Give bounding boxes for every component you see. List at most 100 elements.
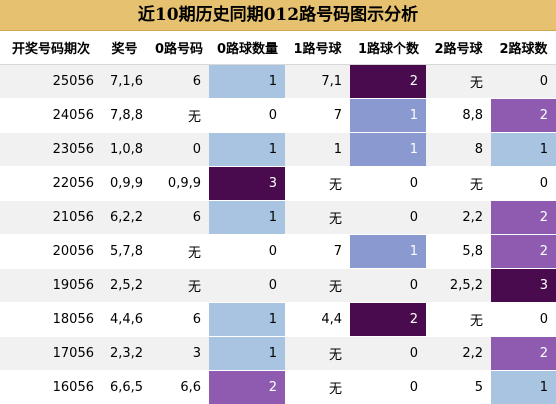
cell-issue: 24056 — [0, 99, 102, 133]
cell-road2-numbers: 8 — [426, 133, 491, 167]
cell-issue: 19056 — [0, 269, 102, 303]
table-header-row: 开奖号码期次 奖号 0路号码 0路球数量 1路号球 1路球个数 2路号球 2路球… — [0, 31, 556, 65]
cell-road1-numbers: 无 — [285, 201, 350, 235]
table-row: 19056 2,5,2 无 0 无 0 2,5,2 3 — [0, 269, 556, 303]
table-row: 23056 1,0,8 0 1 1 1 8 1 — [0, 133, 556, 167]
cell-road2-count: 1 — [491, 133, 556, 167]
cell-road1-numbers: 无 — [285, 371, 350, 404]
cell-road0-numbers: 无 — [147, 99, 209, 133]
cell-road0-count: 0 — [209, 269, 285, 303]
cell-prize: 1,0,8 — [102, 133, 147, 167]
cell-road2-numbers: 2,2 — [426, 337, 491, 371]
cell-prize: 4,4,6 — [102, 303, 147, 337]
cell-issue: 21056 — [0, 201, 102, 235]
cell-road1-count: 1 — [350, 133, 426, 167]
cell-road0-count: 1 — [209, 337, 285, 371]
cell-road0-count: 1 — [209, 303, 285, 337]
header-road2-numbers: 2路号球 — [426, 31, 491, 65]
cell-road0-count: 1 — [209, 133, 285, 167]
cell-issue: 17056 — [0, 337, 102, 371]
cell-road1-numbers: 4,4 — [285, 303, 350, 337]
cell-road0-numbers: 无 — [147, 235, 209, 269]
cell-road0-numbers: 3 — [147, 337, 209, 371]
cell-road1-count: 1 — [350, 99, 426, 133]
cell-prize: 6,6,5 — [102, 371, 147, 404]
cell-issue: 23056 — [0, 133, 102, 167]
cell-road0-count: 1 — [209, 65, 285, 99]
cell-road1-count: 2 — [350, 303, 426, 337]
cell-road2-count: 2 — [491, 201, 556, 235]
header-issue: 开奖号码期次 — [0, 31, 102, 65]
cell-road1-count: 0 — [350, 337, 426, 371]
cell-road0-numbers: 无 — [147, 269, 209, 303]
cell-road0-count: 3 — [209, 167, 285, 201]
header-prize: 奖号 — [102, 31, 147, 65]
cell-road2-count: 0 — [491, 167, 556, 201]
cell-road0-count: 1 — [209, 201, 285, 235]
cell-road1-numbers: 无 — [285, 167, 350, 201]
cell-road1-count: 1 — [350, 235, 426, 269]
table-row: 22056 0,9,9 0,9,9 3 无 0 无 0 — [0, 167, 556, 201]
cell-prize: 2,3,2 — [102, 337, 147, 371]
cell-road0-numbers: 6 — [147, 303, 209, 337]
cell-issue: 20056 — [0, 235, 102, 269]
cell-road1-numbers: 7 — [285, 99, 350, 133]
cell-road2-count: 1 — [491, 371, 556, 404]
cell-road1-numbers: 无 — [285, 337, 350, 371]
cell-issue: 22056 — [0, 167, 102, 201]
cell-road2-count: 2 — [491, 337, 556, 371]
cell-road2-numbers: 无 — [426, 167, 491, 201]
cell-road2-count: 0 — [491, 303, 556, 337]
cell-road0-numbers: 6,6 — [147, 371, 209, 404]
cell-issue: 25056 — [0, 65, 102, 99]
cell-prize: 5,7,8 — [102, 235, 147, 269]
cell-road2-count: 3 — [491, 269, 556, 303]
cell-road2-count: 2 — [491, 99, 556, 133]
cell-road2-numbers: 2,2 — [426, 201, 491, 235]
cell-road1-numbers: 1 — [285, 133, 350, 167]
cell-prize: 6,2,2 — [102, 201, 147, 235]
table-row: 25056 7,1,6 6 1 7,1 2 无 0 — [0, 65, 556, 99]
cell-road1-count: 0 — [350, 371, 426, 404]
cell-road1-count: 2 — [350, 65, 426, 99]
table-row: 24056 7,8,8 无 0 7 1 8,8 2 — [0, 99, 556, 133]
cell-road2-numbers: 无 — [426, 303, 491, 337]
header-road0-count: 0路球数量 — [209, 31, 285, 65]
cell-road0-numbers: 0,9,9 — [147, 167, 209, 201]
header-road2-count: 2路球数 — [491, 31, 556, 65]
table-row: 17056 2,3,2 3 1 无 0 2,2 2 — [0, 337, 556, 371]
cell-road2-numbers: 5 — [426, 371, 491, 404]
table-row: 18056 4,4,6 6 1 4,4 2 无 0 — [0, 303, 556, 337]
cell-road0-numbers: 0 — [147, 133, 209, 167]
cell-road0-count: 0 — [209, 235, 285, 269]
table-row: 16056 6,6,5 6,6 2 无 0 5 1 — [0, 371, 556, 404]
cell-road1-count: 0 — [350, 269, 426, 303]
cell-road1-numbers: 7 — [285, 235, 350, 269]
cell-road2-numbers: 2,5,2 — [426, 269, 491, 303]
analysis-table: 开奖号码期次 奖号 0路号码 0路球数量 1路号球 1路球个数 2路号球 2路球… — [0, 31, 556, 404]
table-row: 20056 5,7,8 无 0 7 1 5,8 2 — [0, 235, 556, 269]
cell-road2-numbers: 无 — [426, 65, 491, 99]
cell-issue: 18056 — [0, 303, 102, 337]
cell-prize: 7,1,6 — [102, 65, 147, 99]
header-road1-count: 1路球个数 — [350, 31, 426, 65]
cell-prize: 7,8,8 — [102, 99, 147, 133]
cell-road1-count: 0 — [350, 167, 426, 201]
cell-road2-count: 0 — [491, 65, 556, 99]
table-row: 21056 6,2,2 6 1 无 0 2,2 2 — [0, 201, 556, 235]
page-title: 近10期历史同期012路号码图示分析 — [0, 0, 556, 31]
cell-road2-numbers: 5,8 — [426, 235, 491, 269]
cell-prize: 2,5,2 — [102, 269, 147, 303]
cell-road2-count: 2 — [491, 235, 556, 269]
cell-road0-count: 2 — [209, 371, 285, 404]
cell-road0-numbers: 6 — [147, 201, 209, 235]
cell-road0-numbers: 6 — [147, 65, 209, 99]
cell-issue: 16056 — [0, 371, 102, 404]
cell-road1-count: 0 — [350, 201, 426, 235]
cell-road2-numbers: 8,8 — [426, 99, 491, 133]
cell-road0-count: 0 — [209, 99, 285, 133]
header-road1-numbers: 1路号球 — [285, 31, 350, 65]
header-road0-numbers: 0路号码 — [147, 31, 209, 65]
cell-road1-numbers: 无 — [285, 269, 350, 303]
